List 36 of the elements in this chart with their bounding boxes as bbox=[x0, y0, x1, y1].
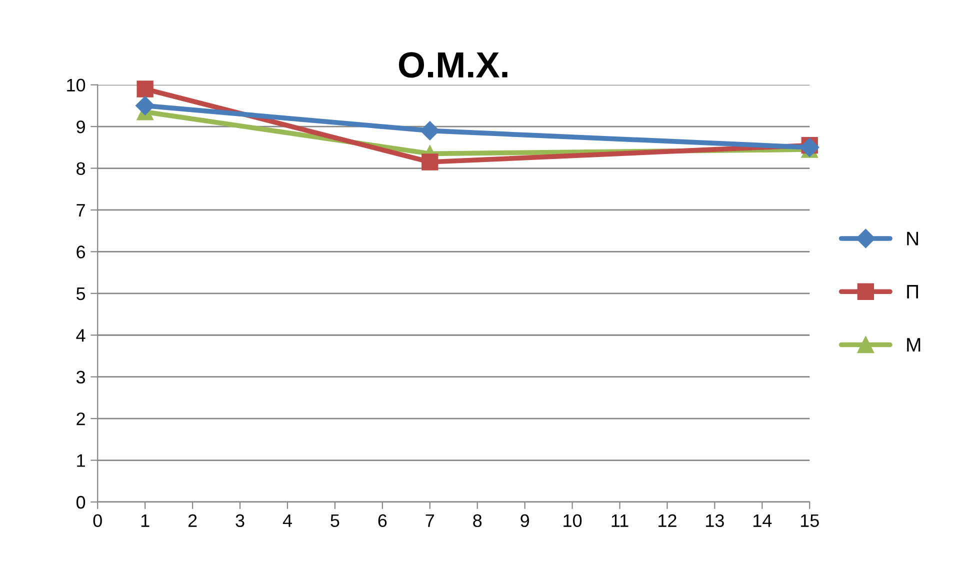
y-tick-label: 5 bbox=[76, 288, 86, 300]
point bbox=[420, 121, 440, 140]
x-tick-label: 8 bbox=[473, 514, 482, 528]
x-tick-label: 12 bbox=[658, 514, 676, 527]
x-tick-label: 5 bbox=[330, 514, 340, 528]
legend-label: Ν bbox=[907, 232, 918, 246]
y-tick-label: 2 bbox=[76, 412, 85, 426]
point bbox=[136, 80, 154, 98]
y-tick-label: 3 bbox=[76, 370, 86, 384]
y-tick-label: 1 bbox=[77, 454, 85, 467]
legend-label: Π bbox=[907, 285, 918, 298]
y-tick-label: 7 bbox=[76, 204, 85, 217]
x-tick-label: 10 bbox=[564, 514, 582, 528]
y-tick-label: 10 bbox=[67, 78, 86, 92]
x-tick-label: 13 bbox=[706, 514, 724, 528]
x-tick-label: 11 bbox=[612, 514, 628, 527]
y-tick-label: 4 bbox=[76, 329, 86, 342]
x-tick-label: 15 bbox=[800, 514, 819, 528]
point bbox=[422, 154, 438, 170]
y-tick-label: 8 bbox=[76, 162, 86, 175]
x-tick-label: 3 bbox=[236, 514, 244, 528]
point bbox=[136, 96, 155, 116]
x-tick-label: 2 bbox=[188, 514, 197, 527]
x-tick-label: 9 bbox=[520, 514, 529, 528]
y-tick-label: 9 bbox=[76, 120, 85, 134]
x-tick-label: 7 bbox=[426, 514, 434, 527]
x-tick-label: 0 bbox=[93, 514, 102, 528]
y-tick-label: 6 bbox=[76, 246, 86, 258]
chart-title: Ο.Μ.Χ. bbox=[398, 52, 508, 78]
point bbox=[800, 138, 820, 157]
y-tick-label: 0 bbox=[76, 496, 86, 509]
x-tick-label: 4 bbox=[282, 514, 292, 527]
x-tick-label: 14 bbox=[753, 514, 772, 527]
x-tick-label: 6 bbox=[378, 514, 387, 528]
x-tick-label: 1 bbox=[141, 514, 150, 527]
legend-label: Μ bbox=[907, 338, 920, 352]
